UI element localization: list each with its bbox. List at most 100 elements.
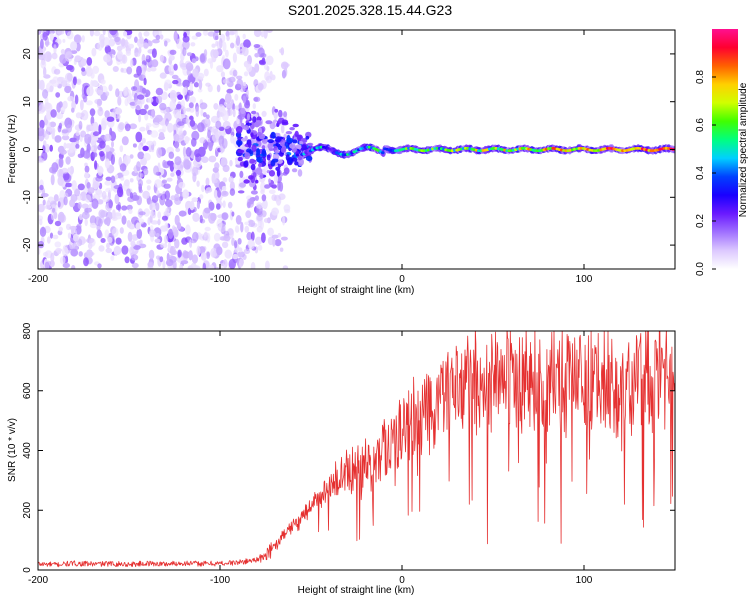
spectrogram-cell (261, 194, 267, 202)
spectrogram-cell (282, 265, 289, 269)
spectrogram-cell (66, 31, 74, 40)
spectrogram-cell (172, 260, 177, 269)
spectrogram-cell (98, 209, 106, 218)
spectrogram-cell (137, 151, 145, 160)
spectrogram-cell (183, 159, 191, 170)
spectrogram-cell (249, 197, 254, 205)
spectrogram-cell (140, 173, 144, 178)
spectrogram-cell (88, 203, 93, 210)
spectrogram-cell (81, 35, 85, 43)
spectrogram-cell (242, 46, 249, 57)
spectrogram-cell (236, 75, 243, 80)
spectrogram-cell (91, 198, 99, 209)
spectrogram-cell (138, 189, 143, 194)
spectrogram-cell (97, 263, 102, 269)
spectrogram-cell (71, 107, 75, 113)
spectrogram-cell (39, 48, 44, 57)
spectrogram-cell (206, 114, 210, 119)
spectrogram-cell (246, 63, 253, 73)
spectrogram-cell (40, 59, 47, 69)
spectrogram-cell (246, 231, 253, 241)
spectrogram-cell (74, 94, 79, 105)
spectrogram-cell (141, 137, 146, 144)
spectrogram-cell (271, 184, 277, 189)
spectrogram-cell (117, 96, 122, 106)
spectrogram-cell (125, 50, 132, 56)
spectrogram-cell (65, 156, 71, 165)
spectrogram-cell (123, 31, 128, 37)
spectrogram-cell (197, 122, 205, 133)
spectrogram-cell (274, 239, 282, 247)
spectrogram-cell (121, 215, 127, 225)
spectrogram-cell (108, 38, 116, 47)
spectrogram-cell (244, 152, 251, 160)
spectrogram-cell (264, 184, 271, 189)
spectrogram-cell (44, 51, 52, 62)
spectrogram-cell (223, 235, 231, 242)
spectrogram-cell (160, 242, 164, 248)
spectrogram-cell (115, 204, 121, 211)
spectrogram-cell (89, 222, 98, 229)
spectrogram-cell (204, 207, 211, 214)
spectrogram-cell (248, 175, 254, 180)
spectrogram-cell (222, 78, 231, 84)
spectrogram-cell (187, 265, 194, 269)
spectrogram-cell (169, 245, 176, 256)
spectrogram-cell (242, 254, 247, 260)
spectrogram-cell (199, 214, 203, 224)
spectrogram-cell (244, 225, 250, 233)
colorbar-ticks: 0.0 0.2 0.4 0.6 0.8 (695, 70, 716, 276)
spectrogram-cell (86, 249, 93, 259)
spectrogram-cell (151, 195, 159, 203)
spectrogram-cell (75, 139, 80, 145)
spectrogram-cell (155, 34, 161, 41)
spectrogram-cell (196, 201, 200, 210)
spectrogram-cell (38, 30, 42, 35)
spectrogram-cell (116, 45, 123, 52)
spectrogram-cell (149, 214, 153, 223)
spectrogram-cell (242, 95, 247, 104)
spectrogram-cell (189, 81, 193, 92)
spectrogram-cell (214, 162, 220, 170)
spectrogram-cell (71, 228, 75, 235)
spectrogram-cell (191, 137, 197, 147)
spectrogram-cell (279, 247, 284, 252)
spectrogram-cell (161, 215, 168, 221)
spectrogram-cell (77, 201, 82, 210)
spectrogram-cell (106, 116, 115, 122)
spectrogram-cell (104, 110, 110, 119)
spectrogram-cell (86, 182, 91, 189)
spectrogram-cell (49, 85, 54, 93)
spectrogram-cell (49, 232, 54, 239)
spectrogram-cell (50, 109, 57, 118)
spectrogram-cell (221, 190, 229, 197)
spectrogram-cell (185, 62, 194, 71)
spectrogram-cell (268, 170, 276, 177)
spectrogram-cell (231, 237, 235, 246)
spectrogram-cell (254, 195, 259, 201)
spectrogram-cell (280, 47, 285, 56)
spectrogram-cell (199, 102, 208, 110)
spectrogram-cell (253, 97, 259, 102)
spectrogram-cell (147, 97, 154, 103)
spectrogram-cell (159, 256, 164, 263)
spectrogram-cell (240, 221, 244, 233)
spectrogram-cell (146, 179, 152, 185)
spectrogram-cell (237, 149, 245, 154)
spectrogram-cell (142, 145, 149, 152)
spectrogram-cell (163, 183, 171, 189)
spectrogram-cell (228, 176, 234, 183)
spectrogram-cell (199, 194, 204, 200)
spectrogram-cell (178, 210, 187, 217)
spectrogram-cell (164, 199, 173, 208)
spectrogram-cell (193, 265, 201, 269)
spectrogram-cell (74, 188, 81, 197)
spectrogram-xtick-label: -100 (210, 274, 230, 285)
spectrogram-cell (380, 151, 385, 155)
spectrogram-cell (86, 57, 93, 66)
spectrogram-cell (61, 80, 68, 87)
spectrogram-cell (161, 179, 167, 184)
colorbar-tick-label: 0.2 (695, 214, 706, 228)
spectrogram-cell (278, 193, 286, 200)
spectrogram-cell (109, 30, 117, 36)
